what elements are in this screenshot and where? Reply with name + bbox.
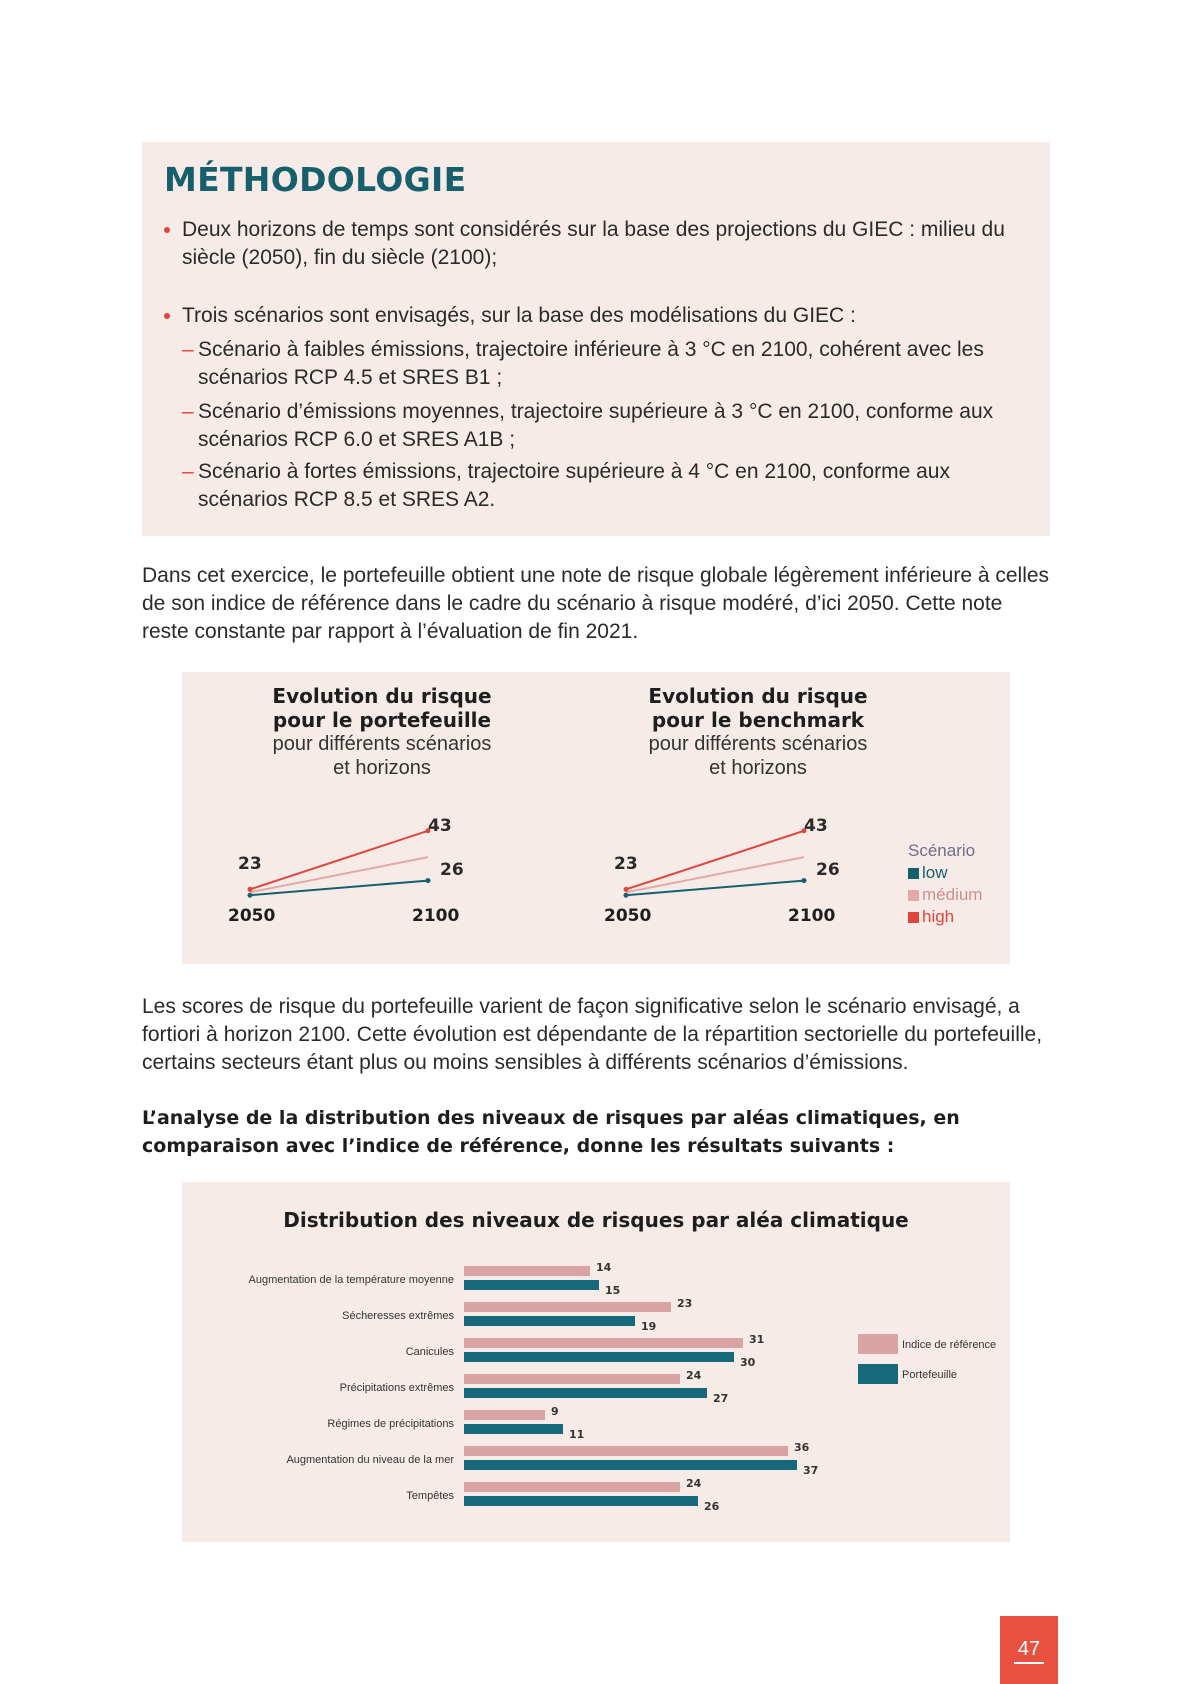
methodology-title: MÉTHODOLOGIE — [164, 160, 467, 199]
chart-portfolio-title: Evolution du risque pour le portefeuille — [272, 684, 492, 732]
legend-item-medium: médium — [908, 884, 982, 906]
benchmark-high-end-label: 43 — [804, 816, 828, 836]
page-number: 47 — [1000, 1616, 1058, 1684]
page-number-underline — [1014, 1662, 1044, 1664]
distribution-chart-title: Distribution des niveaux de risques par … — [283, 1208, 909, 1232]
chart-benchmark-subtitle: pour différents scénarios et horizons — [648, 733, 868, 779]
benchmark-x-2050: 2050 — [604, 906, 652, 926]
bar-value-label: 31 — [749, 1333, 765, 1346]
series-line-low — [625, 879, 805, 897]
data-point-low — [801, 878, 807, 884]
category-label: Régimes de précipitations — [327, 1418, 454, 1430]
paragraph-distribution-intro: L’analyse de la distribution des niveaux… — [142, 1107, 960, 1157]
series-line-high — [249, 829, 429, 891]
portfolio-x-2050: 2050 — [228, 906, 276, 926]
dash-icon: – — [182, 460, 194, 483]
bar-reference — [464, 1482, 680, 1492]
methodology-box: MÉTHODOLOGIE Deux horizons de temps sont… — [142, 142, 1050, 536]
line-charts-svg — [247, 828, 807, 898]
legend-label-reference: Indice de référence — [902, 1339, 997, 1351]
bar-value-label: 19 — [641, 1320, 657, 1333]
bar-value-label: 24 — [686, 1477, 702, 1490]
category-label: Augmentation du niveau de la mer — [286, 1454, 454, 1466]
bar-value-label: 26 — [704, 1500, 720, 1513]
scenario-low: – Scénario à faibles émissions, trajecto… — [182, 338, 984, 389]
portfolio-low-end-label: 26 — [440, 860, 464, 880]
data-point-high — [425, 828, 431, 834]
bar-value-label: 23 — [677, 1297, 693, 1310]
distribution-chart: Distribution des niveaux de risques par … — [182, 1182, 1010, 1542]
portfolio-high-end-label: 43 — [428, 816, 452, 836]
bar-value-label: 37 — [803, 1464, 819, 1477]
legend-label-portfolio: Portefeuille — [902, 1369, 958, 1381]
bullet-dot-icon — [164, 227, 170, 233]
data-point-high — [247, 886, 253, 892]
bar-portfolio — [464, 1388, 707, 1398]
portfolio-x-2100: 2100 — [412, 906, 460, 926]
scenario-legend: Scénario low médium high — [908, 840, 982, 928]
paragraph-scenario-variation: Les scores de risque du portefeuille var… — [142, 995, 1043, 1074]
scenario-high: – Scénario à fortes émissions, trajectoi… — [182, 460, 950, 511]
bar-value-label: 11 — [569, 1428, 585, 1441]
legend-swatch — [908, 868, 919, 879]
bar-portfolio — [464, 1316, 635, 1326]
data-point-low — [247, 892, 253, 898]
bar-value-label: 36 — [794, 1441, 810, 1454]
paragraph-global-score: Dans cet exercice, le portefeuille obtie… — [142, 564, 1050, 643]
bullet-scenarios: Trois scénarios sont envisagés, sur la b… — [164, 302, 1024, 330]
chart-portfolio-subtitle: pour différents scénarios et horizons — [272, 733, 492, 779]
category-label: Canicules — [405, 1346, 454, 1358]
data-point-low — [623, 892, 629, 898]
data-point-low — [425, 878, 431, 884]
bullet-horizons: Deux horizons de temps sont considérés s… — [164, 216, 1024, 272]
legend-swatch-reference — [858, 1334, 898, 1354]
series-line-medium — [249, 856, 429, 894]
bar-portfolio — [464, 1460, 797, 1470]
bar-value-label: 14 — [596, 1261, 612, 1274]
dash-icon: – — [182, 338, 194, 361]
bar-portfolio — [464, 1280, 599, 1290]
bar-portfolio — [464, 1496, 698, 1506]
bar-reference — [464, 1302, 671, 1312]
benchmark-low-end-label: 26 — [816, 860, 840, 880]
bar-value-label: 30 — [740, 1356, 756, 1369]
bar-portfolio — [464, 1352, 734, 1362]
category-label: Augmentation de la température moyenne — [248, 1274, 454, 1286]
chart-benchmark-title: Evolution du risque pour le benchmark — [648, 684, 868, 732]
bar-reference — [464, 1374, 680, 1384]
bullet-dot-icon — [164, 313, 170, 319]
bar-value-label: 27 — [713, 1392, 729, 1405]
series-line-high — [625, 829, 805, 891]
bar-reference — [464, 1338, 743, 1348]
category-label: Sécheresses extrêmes — [342, 1310, 454, 1322]
benchmark-x-2100: 2100 — [788, 906, 836, 926]
legend-swatch-portfolio — [858, 1364, 898, 1384]
legend-item-high: high — [908, 906, 982, 928]
bar-value-label: 15 — [605, 1284, 621, 1297]
bar-value-label: 24 — [686, 1369, 702, 1382]
category-label: Tempêtes — [406, 1490, 454, 1502]
dash-icon: – — [182, 400, 194, 423]
legend-swatch — [908, 912, 919, 923]
scenario-medium: – Scénario d’émissions moyennes, traject… — [182, 400, 994, 451]
bar-value-label: 9 — [551, 1405, 559, 1418]
data-point-high — [801, 828, 807, 834]
portfolio-start-label: 23 — [238, 854, 262, 874]
category-label: Précipitations extrêmes — [339, 1382, 454, 1394]
benchmark-start-label: 23 — [614, 854, 638, 874]
series-line-low — [249, 879, 429, 897]
data-point-high — [623, 886, 629, 892]
bar-portfolio — [464, 1424, 563, 1434]
legend-item-low: low — [908, 862, 982, 884]
legend-swatch — [908, 890, 919, 901]
legend-title: Scénario — [908, 841, 976, 860]
bar-reference — [464, 1446, 788, 1456]
series-line-medium — [625, 856, 805, 894]
bar-reference — [464, 1410, 545, 1420]
evolution-charts: Evolution du risque pour le portefeuille… — [182, 672, 1010, 964]
bar-reference — [464, 1266, 590, 1276]
